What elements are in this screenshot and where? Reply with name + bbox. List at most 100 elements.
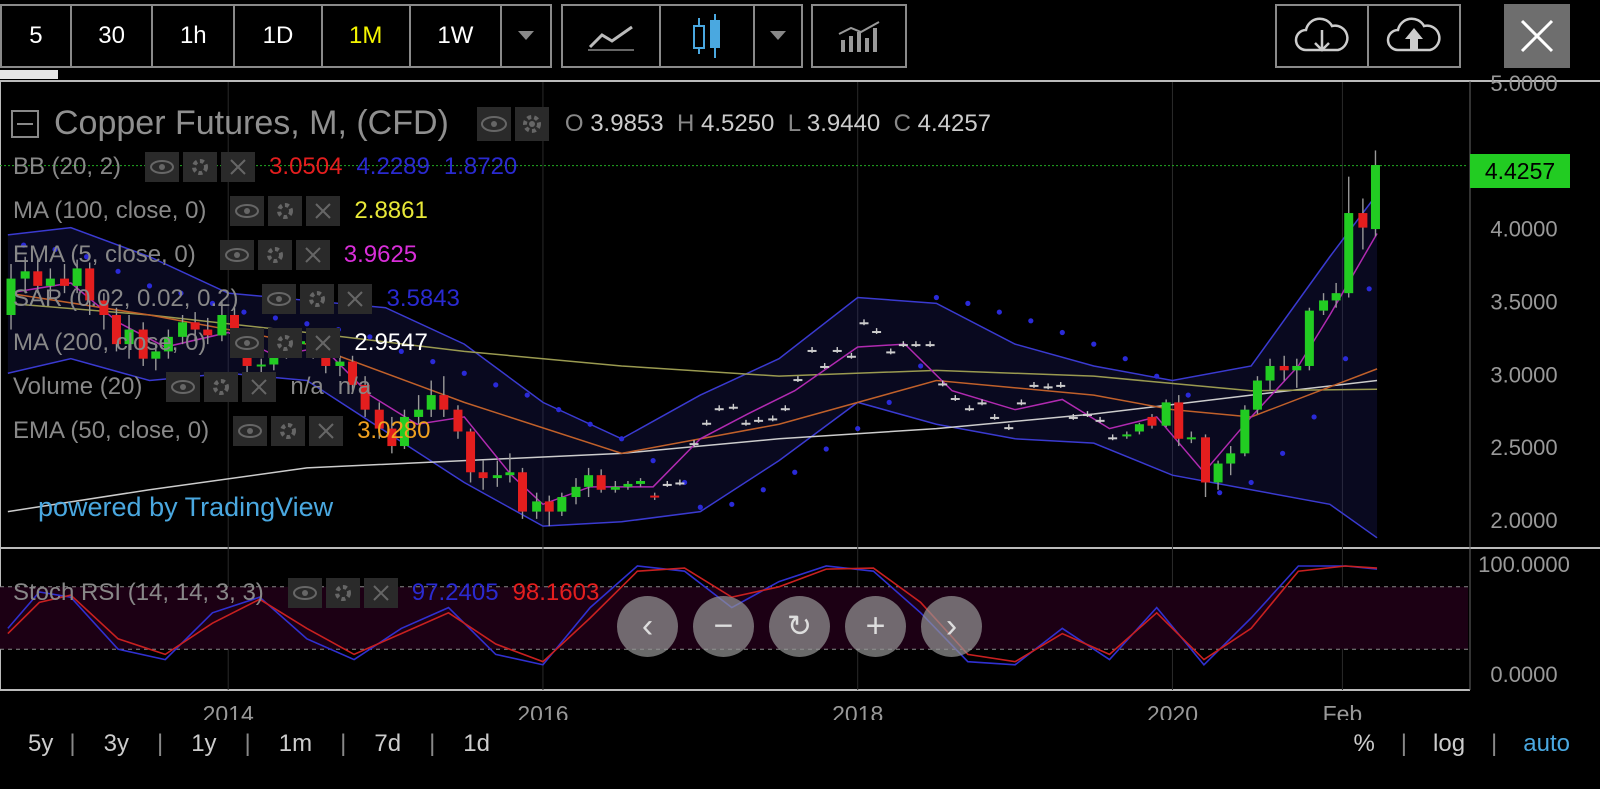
indicator-visibility-button[interactable]: [233, 416, 268, 446]
cloud-load-button[interactable]: [1277, 6, 1369, 66]
symbol-visibility-button[interactable]: [476, 106, 511, 141]
indicator-remove-button[interactable]: [221, 152, 256, 182]
indicator-settings-button[interactable]: [204, 372, 239, 402]
sar-dot: [697, 504, 703, 510]
candle-body: [453, 409, 463, 432]
candle-body: [348, 361, 358, 385]
stoch-settings-button[interactable]: [325, 578, 360, 608]
close-icon: [315, 203, 332, 219]
indicator-settings-button[interactable]: [268, 196, 303, 226]
scale-log[interactable]: log: [1433, 730, 1466, 757]
indicator-row-bb-0: BB (20, 2) 3.0504 4.2289 1.8720: [13, 152, 531, 182]
indicator-name: EMA (5, close, 0): [13, 241, 196, 268]
range-5y[interactable]: 5y: [28, 730, 54, 757]
stoch-remove-button[interactable]: [363, 578, 398, 608]
candle: [190, 312, 200, 342]
gear-icon: [277, 203, 294, 219]
scale-percent[interactable]: %: [1353, 730, 1375, 757]
sar-dot: [823, 446, 829, 452]
indicator-remove-button[interactable]: [306, 328, 341, 358]
collapse-legend-icon[interactable]: [10, 109, 40, 139]
close-button[interactable]: [1504, 4, 1570, 68]
indicator-remove-button[interactable]: [306, 196, 341, 226]
scroll-right-button[interactable]: ›: [921, 596, 982, 657]
indicator-remove-button[interactable]: [242, 372, 277, 402]
indicator-settings-button[interactable]: [271, 416, 306, 446]
candle: [1004, 424, 1014, 431]
indicator-settings-button[interactable]: [183, 152, 218, 182]
symbol-settings-button[interactable]: [514, 106, 549, 141]
candle-body: [820, 365, 830, 368]
range-1d[interactable]: 1d: [463, 730, 490, 757]
candle-body: [99, 300, 109, 315]
indicator-visibility-button[interactable]: [145, 152, 180, 182]
sar-dot: [1366, 286, 1372, 292]
indicator-row-ema-2: EMA (5, close, 0) 3.9625: [13, 240, 431, 270]
zoom-out-button[interactable]: −: [693, 596, 754, 657]
range-3y[interactable]: 3y: [103, 730, 129, 757]
range-1m[interactable]: 1m: [278, 730, 313, 757]
candle: [217, 300, 227, 342]
chart-type-dropdown[interactable]: [755, 6, 801, 66]
indicator-visibility-button[interactable]: [230, 328, 265, 358]
indicator-visibility-button[interactable]: [219, 240, 254, 270]
y-tick-label: 2.5000: [1490, 435, 1557, 460]
range-1y[interactable]: 1y: [191, 730, 217, 757]
cloud-save-button[interactable]: [1369, 6, 1459, 66]
scale-auto[interactable]: auto: [1523, 730, 1570, 757]
candle: [886, 348, 896, 355]
sar-dot: [855, 425, 861, 432]
gear-icon: [192, 159, 209, 175]
scroll-indicator[interactable]: [0, 70, 58, 79]
candle-body: [163, 336, 173, 352]
eye-icon: [235, 204, 260, 218]
indicator-settings-button[interactable]: [300, 284, 335, 314]
stoch-tick-label: 100.0000: [1478, 552, 1570, 577]
interval-1h[interactable]: 1h: [153, 6, 236, 66]
interval-30[interactable]: 30: [72, 6, 154, 66]
indicator-settings-button[interactable]: [257, 240, 292, 270]
sar-dot: [886, 399, 892, 405]
candle: [478, 460, 488, 490]
candle-body: [596, 475, 606, 490]
candle-body: [610, 486, 620, 490]
candle: [124, 315, 134, 359]
y-tick-label: 3.0000: [1490, 362, 1557, 387]
zoom-in-button[interactable]: +: [845, 596, 906, 657]
range-7d[interactable]: 7d: [374, 730, 402, 757]
indicator-row-ma-4: MA (200, close, 0) 2.9547: [13, 328, 442, 358]
indicator-row-volume-5: Volume (20) n/a n/a: [13, 372, 385, 402]
scroll-left-button[interactable]: ‹: [617, 596, 678, 657]
sar-dot: [524, 392, 530, 398]
indicator-row-sar-3: SAR (0.02, 0.02, 0.2) 3.5843: [13, 284, 474, 314]
candle-body: [1358, 213, 1368, 228]
indicator-remove-button[interactable]: [295, 240, 330, 270]
candle-body: [544, 501, 554, 512]
indicator-visibility-button[interactable]: [230, 196, 265, 226]
candle-body: [229, 315, 239, 337]
gear-icon: [213, 379, 230, 395]
indicator-value: 2.9547: [354, 329, 428, 356]
candle-body: [85, 268, 95, 301]
line-chart-button[interactable]: [563, 6, 661, 66]
candle: [911, 341, 921, 348]
candle: [650, 492, 660, 500]
indicator-visibility-button[interactable]: [262, 284, 297, 314]
indicator-remove-button[interactable]: [338, 284, 373, 314]
indicator-remove-button[interactable]: [309, 416, 344, 446]
indicator-settings-button[interactable]: [268, 328, 303, 358]
interval-dropdown[interactable]: [502, 6, 550, 66]
interval-1m[interactable]: 1M: [323, 6, 411, 66]
tradingview-watermark[interactable]: powered by TradingView: [38, 492, 334, 522]
indicator-visibility-button[interactable]: [166, 372, 201, 402]
cloud-toolbar: [1275, 4, 1461, 68]
reset-button[interactable]: ↻: [769, 596, 830, 657]
indicators-button[interactable]: [813, 6, 905, 66]
interval-1w[interactable]: 1W: [411, 6, 503, 66]
interval-5[interactable]: 5: [2, 6, 72, 66]
candle-chart-button[interactable]: [661, 6, 755, 66]
stoch-visibility-button[interactable]: [287, 578, 322, 608]
interval-1d[interactable]: 1D: [235, 6, 323, 66]
stoch-d-line: [7, 565, 1378, 663]
candle-body: [1292, 365, 1302, 371]
